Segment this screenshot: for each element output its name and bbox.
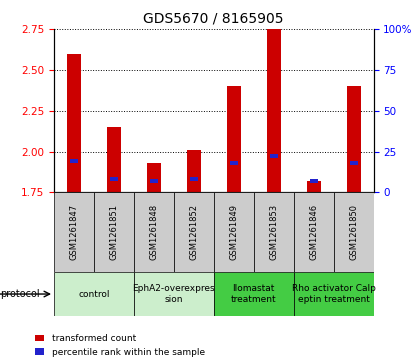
Bar <box>310 179 317 183</box>
Legend: transformed count, percentile rank within the sample: transformed count, percentile rank withi… <box>34 333 207 359</box>
Bar <box>134 272 214 316</box>
Bar <box>150 179 158 183</box>
Bar <box>294 192 334 272</box>
Bar <box>349 161 358 165</box>
Bar <box>270 154 278 159</box>
Title: GDS5670 / 8165905: GDS5670 / 8165905 <box>144 11 284 25</box>
Bar <box>214 192 254 272</box>
Bar <box>294 272 374 316</box>
Bar <box>190 177 198 182</box>
Bar <box>227 86 241 192</box>
Bar <box>110 177 118 182</box>
Bar <box>347 86 361 192</box>
Bar <box>67 53 81 192</box>
Bar <box>254 192 294 272</box>
Bar <box>334 192 374 272</box>
Bar <box>54 272 134 316</box>
Text: GSM1261851: GSM1261851 <box>110 204 118 260</box>
Bar <box>267 29 281 192</box>
Bar <box>70 159 78 163</box>
Bar <box>307 181 320 192</box>
Bar <box>147 163 161 192</box>
Text: GSM1261852: GSM1261852 <box>189 204 198 260</box>
Text: Ilomastat
treatment: Ilomastat treatment <box>231 284 276 304</box>
Text: GSM1261846: GSM1261846 <box>309 204 318 260</box>
Bar <box>134 192 174 272</box>
Text: GSM1261849: GSM1261849 <box>229 204 238 260</box>
Bar <box>174 192 214 272</box>
Bar <box>107 127 121 192</box>
Text: GSM1261847: GSM1261847 <box>69 204 78 260</box>
Text: GSM1261853: GSM1261853 <box>269 204 278 260</box>
Text: Rho activator Calp
eptin treatment: Rho activator Calp eptin treatment <box>292 284 376 304</box>
Bar <box>94 192 134 272</box>
Bar <box>187 150 201 192</box>
Text: GSM1261848: GSM1261848 <box>149 204 158 260</box>
Text: control: control <box>78 290 110 298</box>
Text: protocol: protocol <box>0 289 39 299</box>
Bar <box>214 272 294 316</box>
Text: GSM1261850: GSM1261850 <box>349 204 358 260</box>
Bar <box>54 192 94 272</box>
Text: EphA2-overexpres
sion: EphA2-overexpres sion <box>132 284 215 304</box>
Bar <box>230 161 238 165</box>
